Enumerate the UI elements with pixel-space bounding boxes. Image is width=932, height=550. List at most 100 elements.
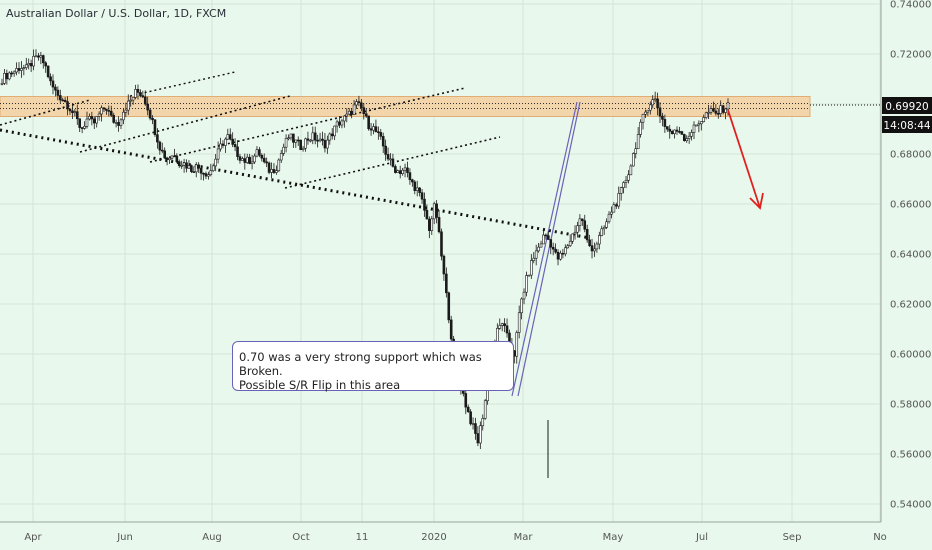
candle-body xyxy=(554,248,557,253)
annotation-line-1: 0.70 was a very strong support which was… xyxy=(239,350,482,378)
candle-body xyxy=(498,325,502,329)
candle-body xyxy=(442,255,446,275)
candle-body xyxy=(471,423,475,425)
current-price-badge xyxy=(882,97,932,114)
candle-body xyxy=(692,124,696,133)
candle-body xyxy=(333,125,336,137)
candle-body xyxy=(117,122,120,126)
candle-body xyxy=(301,147,305,151)
candle-body xyxy=(605,221,608,228)
candle-body xyxy=(100,107,103,115)
candle-body xyxy=(88,116,91,120)
projection-arrow xyxy=(727,109,764,210)
candle-body xyxy=(352,104,356,115)
candle-body xyxy=(173,155,176,158)
candle-body xyxy=(629,165,633,176)
candle-body xyxy=(258,149,261,156)
candle-body xyxy=(318,138,322,142)
candle-body xyxy=(615,204,618,207)
candle-body xyxy=(180,165,183,167)
candle-body xyxy=(345,113,349,117)
candle-body xyxy=(83,126,86,129)
candle-body xyxy=(398,170,402,174)
candle-body xyxy=(670,130,674,135)
candle-body xyxy=(432,203,436,220)
candle-body xyxy=(151,117,154,121)
price-badges: 0.69920 14:08:44 xyxy=(810,97,932,133)
candle-body xyxy=(248,156,251,164)
candle-body xyxy=(139,92,142,96)
arrow-head-icon xyxy=(749,192,764,210)
candle-body xyxy=(542,234,545,245)
candle-body xyxy=(182,162,186,166)
candle-body xyxy=(321,138,324,141)
candle-body xyxy=(632,153,635,167)
candle-body xyxy=(75,111,79,120)
candle-body xyxy=(721,105,725,113)
candle-body xyxy=(413,181,417,191)
candle-body xyxy=(466,406,470,413)
candle-body xyxy=(289,133,293,139)
candle-body xyxy=(641,113,645,123)
candle-body xyxy=(571,233,574,242)
candle-body xyxy=(588,239,591,246)
candle-body xyxy=(260,154,264,159)
candle-body xyxy=(350,110,353,115)
candle-body xyxy=(532,257,536,261)
candle-body xyxy=(355,101,358,106)
candle-body xyxy=(170,155,174,159)
candle-body xyxy=(168,157,171,160)
candle-body xyxy=(226,134,230,140)
candle-body xyxy=(148,109,152,119)
candle-body xyxy=(714,110,718,114)
candle-body xyxy=(39,55,43,58)
callout-pointer-2 xyxy=(511,101,578,397)
candle-body xyxy=(668,128,672,132)
candle-body xyxy=(607,213,611,223)
candle-body xyxy=(551,246,555,250)
candle-body xyxy=(294,139,298,143)
candle-body xyxy=(233,144,237,148)
candle-body xyxy=(207,174,210,177)
annotation-callout[interactable]: 0.70 was a very strong support which was… xyxy=(232,341,514,392)
countdown-text: 14:08:44 xyxy=(883,120,930,132)
candle-body xyxy=(651,99,655,106)
candle-body xyxy=(68,108,72,112)
candle-body xyxy=(299,139,302,151)
candle-body xyxy=(197,164,200,169)
candle-body xyxy=(245,156,249,163)
long-downtrend-line xyxy=(0,128,591,240)
candle-body xyxy=(617,193,621,207)
candle-body xyxy=(622,182,625,188)
candle-body xyxy=(216,148,220,160)
candle-body xyxy=(90,116,94,120)
candle-body xyxy=(296,139,300,142)
candle-body xyxy=(219,143,222,150)
candle-body xyxy=(515,332,519,357)
candle-body xyxy=(658,107,662,117)
candle-body xyxy=(481,418,485,427)
candle-body xyxy=(190,165,193,172)
candle-body xyxy=(124,109,128,113)
candle-body xyxy=(505,325,509,334)
candle-body xyxy=(636,134,640,150)
candle-body xyxy=(160,149,164,152)
candle-body xyxy=(95,116,98,124)
time-tick-label: May xyxy=(603,532,624,543)
candle-body xyxy=(12,71,16,74)
candle-body xyxy=(428,218,431,231)
candle-body xyxy=(199,167,203,174)
candle-body xyxy=(566,245,570,249)
candle-body xyxy=(576,225,579,233)
candle-body xyxy=(185,162,188,169)
candle-body xyxy=(726,102,730,110)
candle-body xyxy=(447,292,451,321)
price-axis[interactable] xyxy=(0,0,882,523)
resistance-zone xyxy=(0,96,811,117)
time-tick-label: Mar xyxy=(514,532,534,543)
candle-body xyxy=(678,131,681,133)
candle-body xyxy=(114,122,118,124)
